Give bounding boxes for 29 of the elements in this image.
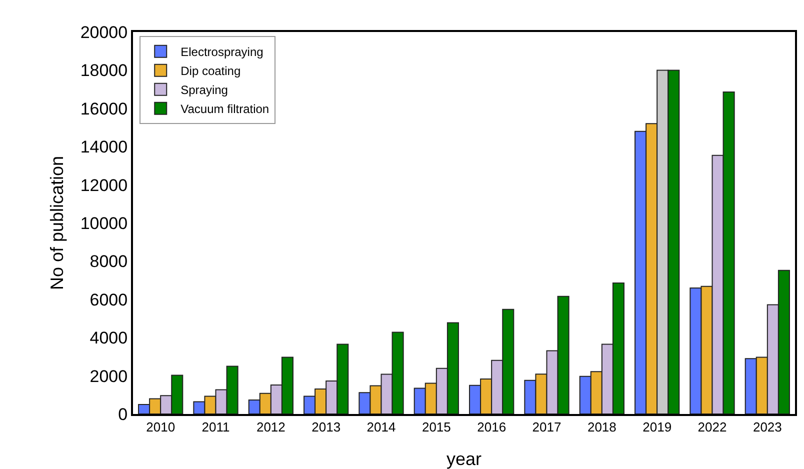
y-tick-label: 14000	[80, 138, 128, 157]
x-tick-label: 2017	[532, 420, 562, 435]
legend-label: Vacuum filtration	[180, 102, 270, 116]
y-tick-label: 8000	[90, 252, 128, 272]
y-tick-label: 20000	[80, 22, 128, 42]
x-tick-label: 2015	[422, 420, 451, 435]
x-tick-label: 2022	[698, 420, 727, 435]
x-tick-label: 2023	[752, 420, 782, 435]
x-tick-label: 2019	[642, 420, 672, 435]
y-tick-label: 4000	[90, 328, 128, 348]
x-tick-label: 2018	[587, 420, 616, 435]
y-tick-label: 0	[118, 404, 128, 424]
legend-label: Dip coating	[180, 64, 241, 78]
y-tick-label: 18000	[80, 61, 128, 80]
y-tick-label: 16000	[80, 99, 128, 118]
x-tick-label: 2013	[312, 420, 341, 435]
x-tick-label: 2014	[366, 420, 396, 435]
y-tick-label: 12000	[80, 176, 128, 195]
y-axis-title: No of publication	[47, 156, 68, 290]
x-tick-label: 2011	[202, 420, 230, 435]
x-tick-label: 2016	[477, 420, 506, 435]
y-tick-label: 2000	[90, 366, 128, 386]
y-tick-label: 10000	[80, 214, 128, 233]
legend-label: Electrospraying	[180, 45, 264, 59]
x-axis-title: year	[446, 449, 482, 469]
legend-label: Spraying	[180, 83, 228, 97]
x-tick-label: 2010	[146, 420, 176, 435]
x-tick-label: 2012	[256, 420, 286, 435]
y-tick-label: 6000	[90, 290, 128, 310]
